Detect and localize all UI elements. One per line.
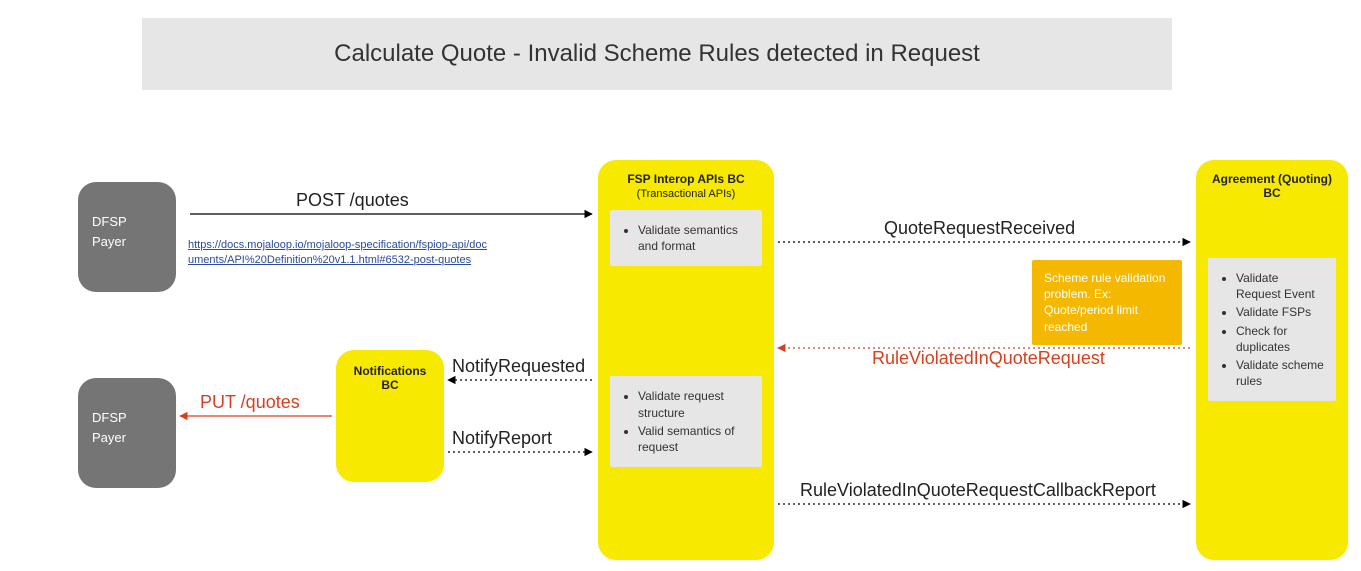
page-title: Calculate Quote - Invalid Scheme Rules d…	[142, 18, 1172, 90]
node-dfsp-payer-2: DFSP Payer	[78, 378, 176, 488]
fsp-subbox-1: Validate semantics and format	[610, 210, 762, 266]
spec-link[interactable]: https://docs.mojaloop.io/mojaloop-specif…	[188, 238, 488, 268]
node-dfsp-payer-1: DFSP Payer	[78, 182, 176, 292]
node-fsp-interop: FSP Interop APIs BC (Transactional APIs)…	[598, 160, 774, 560]
fsp-sub2-item-1: Valid semantics of request	[638, 423, 750, 455]
warning-text: Scheme rule validation problem. Ex: Quot…	[1044, 271, 1165, 334]
edge-label-put: PUT /quotes	[200, 392, 300, 413]
edge-label-ruleviol: RuleViolatedInQuoteRequest	[872, 348, 1105, 369]
edge-label-post: POST /quotes	[296, 190, 409, 211]
notify-header: Notifications BC	[348, 364, 432, 392]
agreement-subbox-1: Validate Request Event Validate FSPs Che…	[1208, 258, 1336, 401]
edge-label-qreq: QuoteRequestReceived	[884, 218, 1075, 239]
fsp-sub2-item-0: Validate request structure	[638, 388, 750, 420]
edge-label-notifyreq: NotifyRequested	[452, 356, 585, 377]
edge-label-notifyrep: NotifyReport	[452, 428, 552, 449]
fsp-sub1-item-0: Validate semantics and format	[638, 222, 750, 254]
agreement-sub1-item-0: Validate Request Event	[1236, 270, 1324, 302]
node-dfsp-payer-1-label: DFSP Payer	[92, 212, 162, 251]
agreement-sub1-item-1: Validate FSPs	[1236, 304, 1324, 320]
warning-box: Scheme rule validation problem. Ex: Quot…	[1032, 260, 1182, 345]
fsp-subbox-2: Validate request structure Valid semanti…	[610, 376, 762, 467]
title-text: Calculate Quote - Invalid Scheme Rules d…	[334, 40, 980, 68]
fsp-header-2: (Transactional APIs)	[610, 188, 762, 200]
node-dfsp-payer-2-label: DFSP Payer	[92, 408, 162, 447]
node-agreement: Agreement (Quoting) BC Validate Request …	[1196, 160, 1348, 560]
fsp-header-1: FSP Interop APIs BC	[610, 172, 762, 186]
agreement-sub1-item-3: Validate scheme rules	[1236, 357, 1324, 389]
agreement-header: Agreement (Quoting) BC	[1208, 172, 1336, 200]
node-notifications: Notifications BC	[336, 350, 444, 482]
agreement-sub1-item-2: Check for duplicates	[1236, 323, 1324, 355]
edge-label-callback: RuleViolatedInQuoteRequestCallbackReport	[800, 480, 1156, 501]
